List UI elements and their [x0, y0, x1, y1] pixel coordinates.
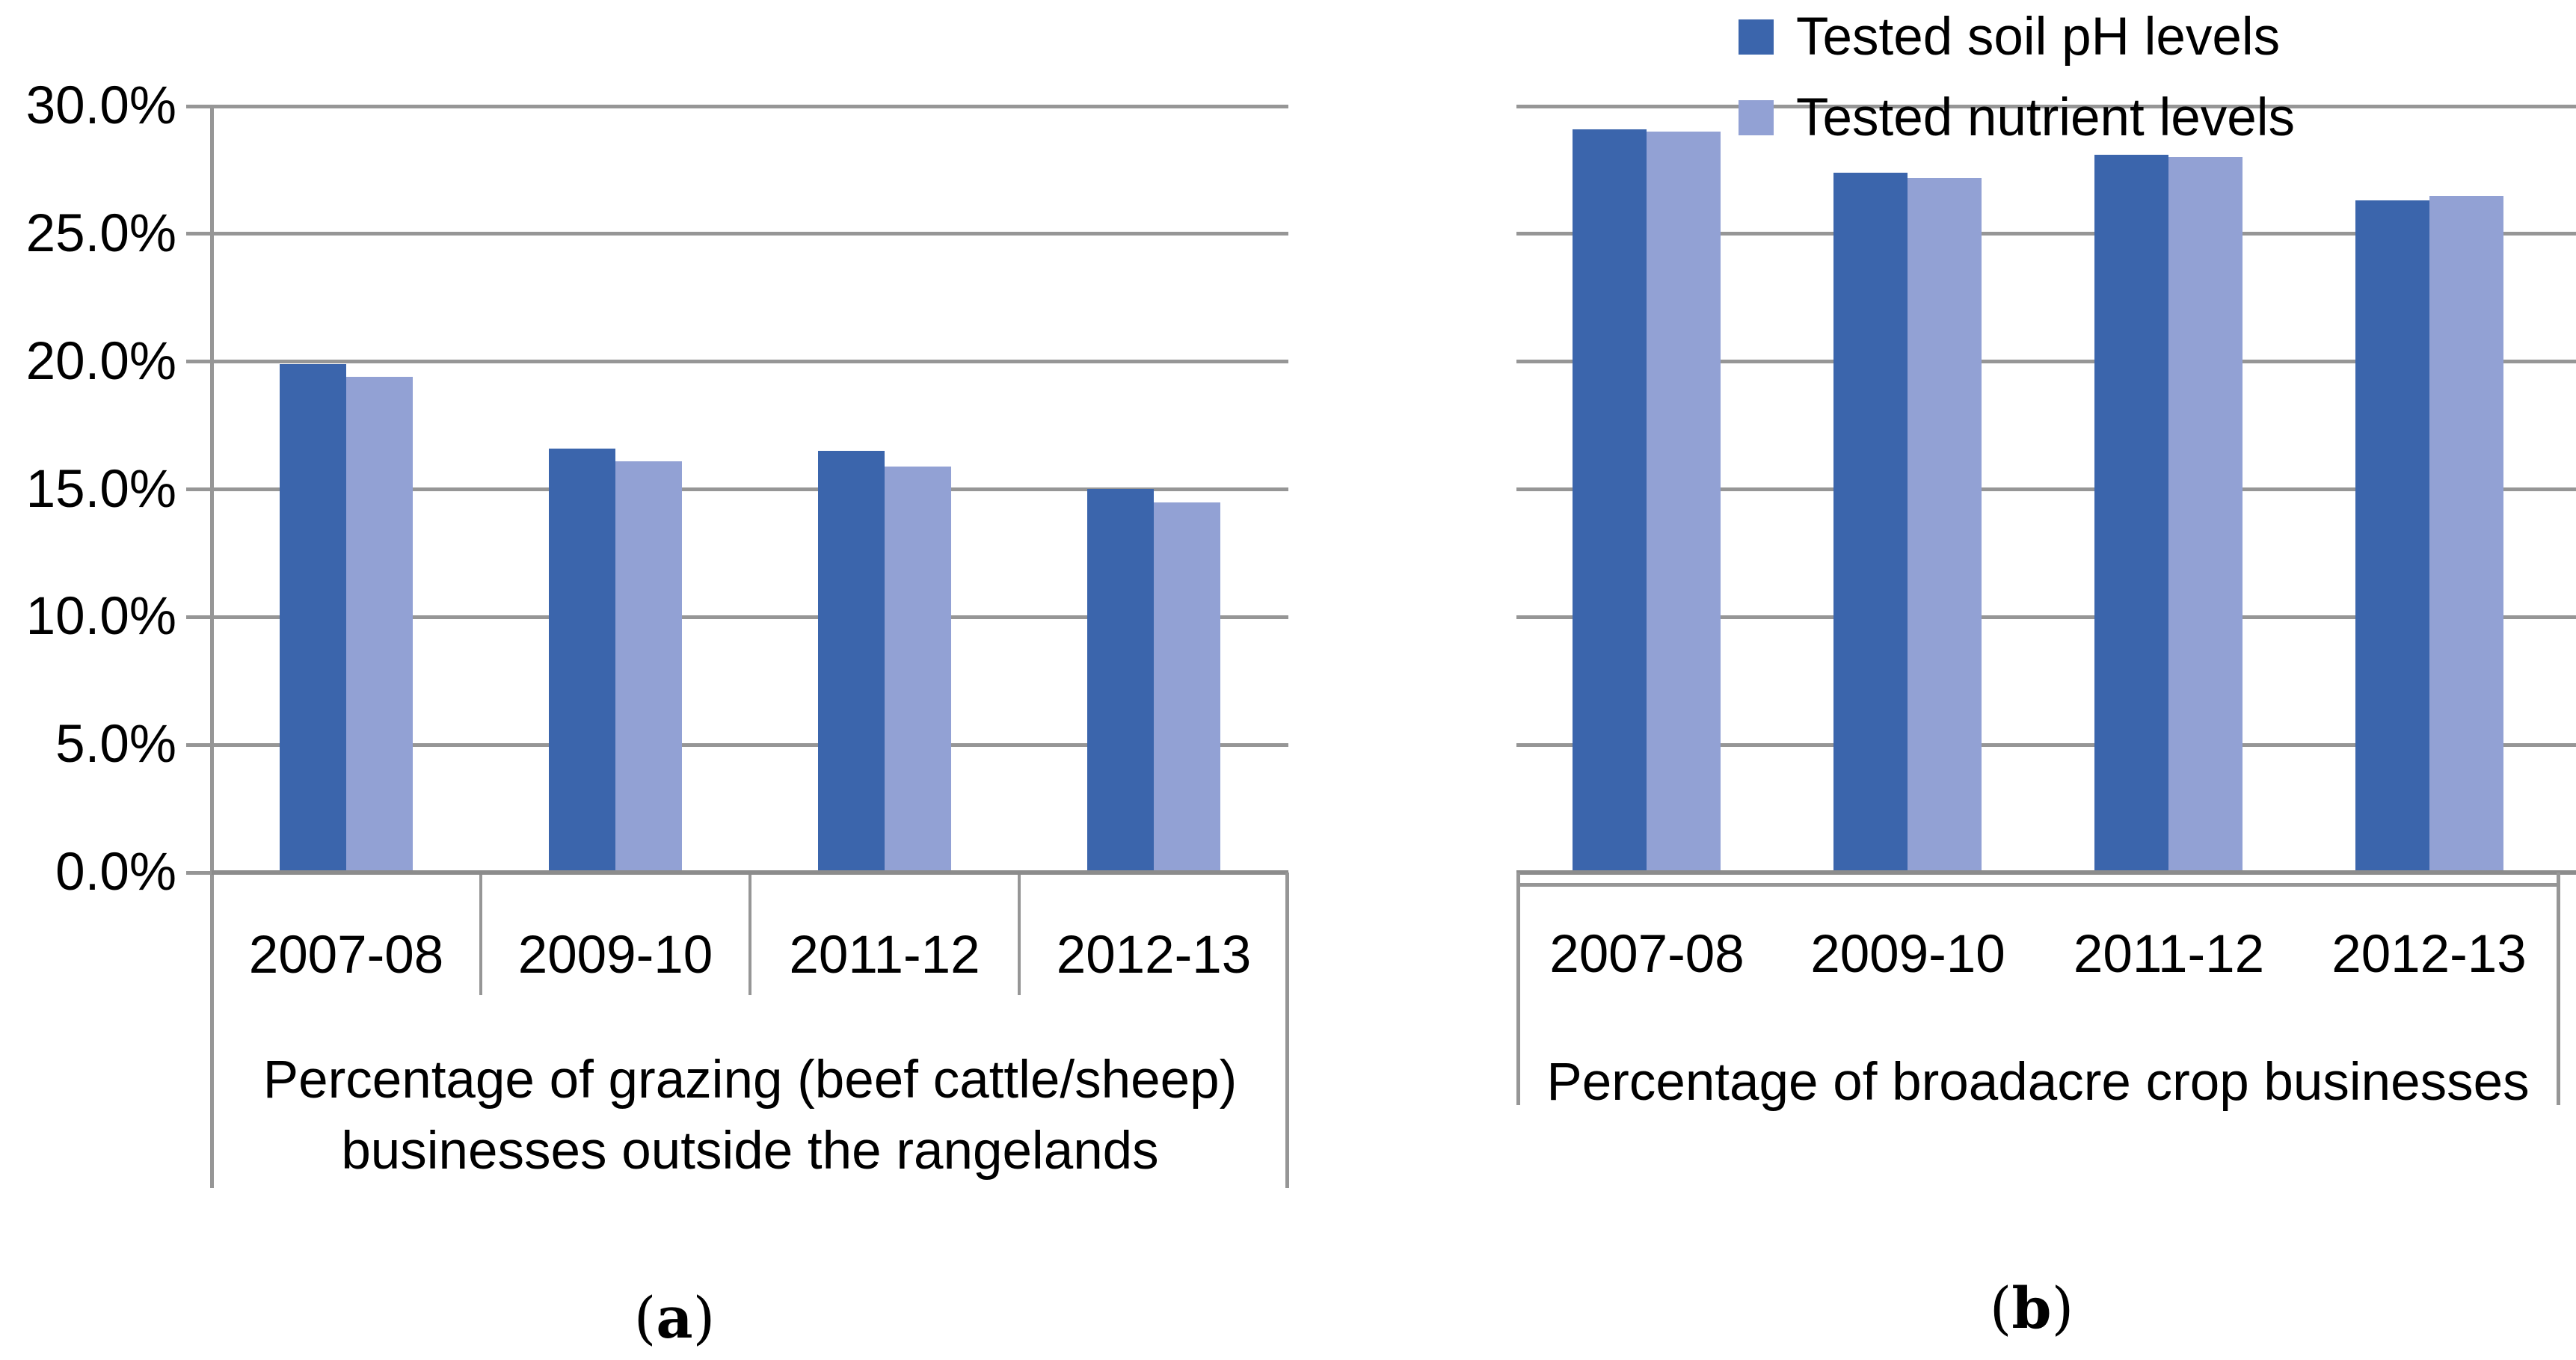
caption-b-letter: b — [2011, 1275, 2052, 1341]
x-axis-title-a-line2: businesses outside the rangelands — [341, 1121, 1159, 1181]
gridline-b-30 — [1516, 104, 2576, 108]
x-category-label-b-2011-12: 2011-12 — [2073, 925, 2265, 984]
y-tick-10 — [186, 615, 214, 619]
x-axis-line-b — [1516, 870, 2576, 875]
bar-a-2009-10-soil-ph — [549, 449, 615, 873]
gridline-b-5 — [1516, 742, 2576, 747]
category-separator-a-3 — [1018, 875, 1021, 995]
legend-item-nutrient: Tested nutrient levels — [1739, 88, 2295, 147]
legend-marker-nutrient-icon — [1739, 99, 1774, 135]
y-axis-label-0: 0.0% — [55, 843, 176, 902]
y-tick-0 — [186, 870, 214, 875]
category-box-right-b — [2557, 873, 2560, 1105]
x-axis-title-a-line1: Percentage of grazing (beef cattle/sheep… — [262, 1050, 1238, 1110]
gridline-a-20 — [212, 360, 1288, 364]
category-separator-a-1 — [479, 875, 482, 995]
bar-b-2009-10-nutrient — [1908, 178, 1982, 873]
caption-b: (b) — [1990, 1275, 2074, 1341]
bar-a-2012-13-soil-ph — [1087, 489, 1154, 873]
bar-b-2007-08-soil-ph — [1573, 129, 1647, 873]
x-axis-line-a — [212, 870, 1288, 875]
bar-b-2012-13-nutrient — [2429, 196, 2503, 873]
caption-a-letter: a — [656, 1284, 693, 1351]
y-tick-20 — [186, 360, 214, 364]
category-box-top-b — [1516, 883, 2560, 887]
caption-b-open-paren: ( — [1989, 1275, 2012, 1341]
gridline-a-15 — [212, 487, 1288, 491]
x-category-label-b-2012-13: 2012-13 — [2331, 925, 2527, 984]
y-tick-30 — [186, 104, 214, 108]
y-axis-label-25: 25.0% — [25, 203, 176, 263]
x-category-label-b-2009-10: 2009-10 — [1810, 925, 2005, 984]
x-category-label-b-2007-08: 2007-08 — [1549, 925, 1745, 984]
gridline-a-30 — [212, 104, 1288, 108]
bar-b-2011-12-soil-ph — [2094, 155, 2168, 873]
bar-b-2012-13-soil-ph — [2355, 200, 2429, 873]
x-axis-title-b-line1: Percentage of broadacre crop businesses — [1546, 1053, 2530, 1112]
caption-a: (a) — [634, 1284, 716, 1351]
caption-b-close-paren: ) — [2051, 1275, 2074, 1341]
bar-b-2011-12-nutrient — [2168, 157, 2243, 873]
y-axis-label-15: 15.0% — [25, 459, 176, 519]
y-tick-15 — [186, 487, 214, 491]
y-axis-label-20: 20.0% — [25, 331, 176, 391]
caption-a-close-paren: ) — [692, 1284, 716, 1351]
bar-a-2011-12-nutrient — [885, 467, 951, 873]
category-box-right-a — [1285, 873, 1289, 1188]
gridline-b-15 — [1516, 487, 2576, 491]
legend-item-soil-ph: Tested soil pH levels — [1739, 7, 2281, 67]
gridline-b-25 — [1516, 232, 2576, 236]
bar-a-2009-10-nutrient — [615, 461, 682, 873]
y-tick-5 — [186, 742, 214, 747]
legend-label-nutrient: Tested nutrient levels — [1796, 87, 2295, 147]
legend-label-soil-ph: Tested soil pH levels — [1796, 7, 2281, 67]
legend-marker-soil-ph-icon — [1739, 19, 1774, 55]
category-box-left-b — [1516, 873, 1520, 1105]
y-axis-label-10: 10.0% — [25, 587, 176, 647]
gridline-a-5 — [212, 742, 1288, 747]
x-category-label-a-2012-13: 2012-13 — [1056, 926, 1252, 985]
category-separator-a-2 — [748, 875, 751, 995]
gridline-b-20 — [1516, 360, 2576, 364]
bar-b-2007-08-nutrient — [1647, 132, 1721, 873]
gridline-a-25 — [212, 232, 1288, 236]
bar-b-2009-10-soil-ph — [1833, 173, 1908, 873]
bar-a-2012-13-nutrient — [1154, 502, 1220, 873]
gridline-a-10 — [212, 615, 1288, 619]
bar-a-2007-08-soil-ph — [280, 364, 346, 873]
bar-a-2011-12-soil-ph — [818, 451, 885, 873]
caption-a-open-paren: ( — [633, 1284, 657, 1351]
x-category-label-a-2009-10: 2009-10 — [517, 926, 713, 985]
y-axis-label-5: 5.0% — [55, 715, 176, 775]
y-axis-label-30: 30.0% — [25, 76, 176, 135]
bar-a-2007-08-nutrient — [346, 377, 413, 873]
x-category-label-a-2011-12: 2011-12 — [789, 926, 980, 985]
y-axis-line-a — [210, 104, 214, 1188]
y-tick-25 — [186, 232, 214, 236]
gridline-b-10 — [1516, 615, 2576, 619]
x-category-label-a-2007-08: 2007-08 — [248, 926, 444, 985]
